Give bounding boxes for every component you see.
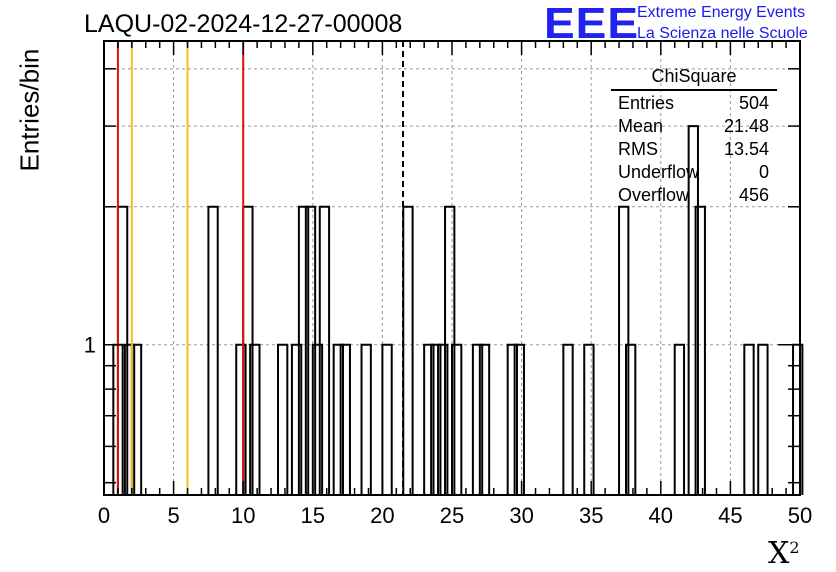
stat-label: Entries: [618, 93, 675, 113]
histogram-bin: [437, 343, 449, 495]
histogram-bin: [207, 205, 219, 495]
stats-row-underflow: Underflow 0: [611, 161, 777, 184]
logo-line-1: Extreme Energy Events: [637, 4, 806, 21]
stats-title: ChiSquare: [611, 66, 777, 91]
x-tick-label: 15: [301, 503, 325, 528]
histogram-bin: [673, 343, 686, 495]
histogram-bin: [381, 343, 393, 495]
y-tick-label: 1: [84, 333, 96, 358]
stat-value: 0: [758, 162, 769, 182]
histogram-bin: [430, 343, 442, 495]
x-tick-label: 0: [98, 503, 110, 528]
stat-label: Overflow: [618, 185, 690, 205]
stats-box: ChiSquare Entries 504 Mean 21.48 RMS 13.54 …: [611, 66, 777, 207]
histogram-bin: [235, 343, 247, 495]
histogram-bin: [311, 343, 324, 495]
x-tick-label: 35: [579, 503, 603, 528]
histogram-bin: [423, 343, 435, 495]
x-axis-label-sup: 2: [789, 538, 800, 557]
histogram-bin: [618, 205, 630, 495]
histogram-bin: [318, 205, 331, 495]
y-axis-label: Entries/bin: [14, 48, 45, 172]
stat-value: 13.54: [723, 139, 769, 159]
stats-row-rms: RMS 13.54: [611, 138, 777, 161]
histogram-bin: [360, 343, 372, 495]
histogram-bin: [513, 343, 525, 495]
x-tick-label: 25: [440, 503, 464, 528]
x-tick-label: 30: [509, 503, 533, 528]
stat-label: RMS: [618, 139, 658, 159]
stat-label: Mean: [618, 116, 664, 136]
histogram-bin: [339, 343, 351, 495]
x-axis-label-text: X: [768, 536, 790, 571]
histogram-bin: [277, 343, 289, 495]
histogram-bin: [249, 343, 261, 495]
histogram-bin: [743, 343, 755, 495]
logo-line-2: La Scienza nelle Scuole: [637, 25, 808, 42]
stats-row-entries: Entries 504: [611, 92, 777, 115]
stat-value: 456: [738, 185, 769, 205]
histogram-bin: [478, 343, 491, 495]
eee-logo: EEE: [544, 0, 640, 48]
x-tick-label: 5: [167, 503, 179, 528]
histogram-bin: [304, 205, 317, 495]
histogram-bin: [290, 343, 303, 495]
histogram-bin: [297, 205, 310, 495]
histogram-bin: [583, 343, 595, 495]
stat-label: Underflow: [618, 162, 700, 182]
x-tick-label: 10: [231, 503, 255, 528]
histogram-bin: [123, 343, 136, 495]
x-tick-label: 45: [718, 503, 742, 528]
histogram-bin: [562, 343, 574, 495]
stats-row-mean: Mean 21.48: [611, 115, 777, 138]
chart-title: LAQU-02-2024-12-27-00008: [84, 10, 403, 38]
histogram-bin: [451, 343, 463, 495]
histogram-bin: [402, 205, 414, 495]
histogram-bin: [687, 125, 699, 495]
histogram-bin: [332, 343, 345, 495]
stats-row-overflow: Overflow 456: [611, 184, 777, 207]
x-tick-label: 20: [370, 503, 394, 528]
histogram-bin: [757, 343, 769, 495]
histogram-bin: [444, 205, 456, 495]
histogram-bin: [625, 343, 637, 495]
stat-value: 21.48: [723, 116, 769, 136]
stat-value: 504: [738, 93, 769, 113]
x-axis-label: X2: [768, 536, 800, 571]
histogram-bin: [506, 343, 519, 495]
x-tick-label: 50: [788, 503, 812, 528]
histogram-bin: [694, 205, 706, 495]
histogram-bin: [471, 343, 484, 495]
x-tick-label: 40: [649, 503, 673, 528]
